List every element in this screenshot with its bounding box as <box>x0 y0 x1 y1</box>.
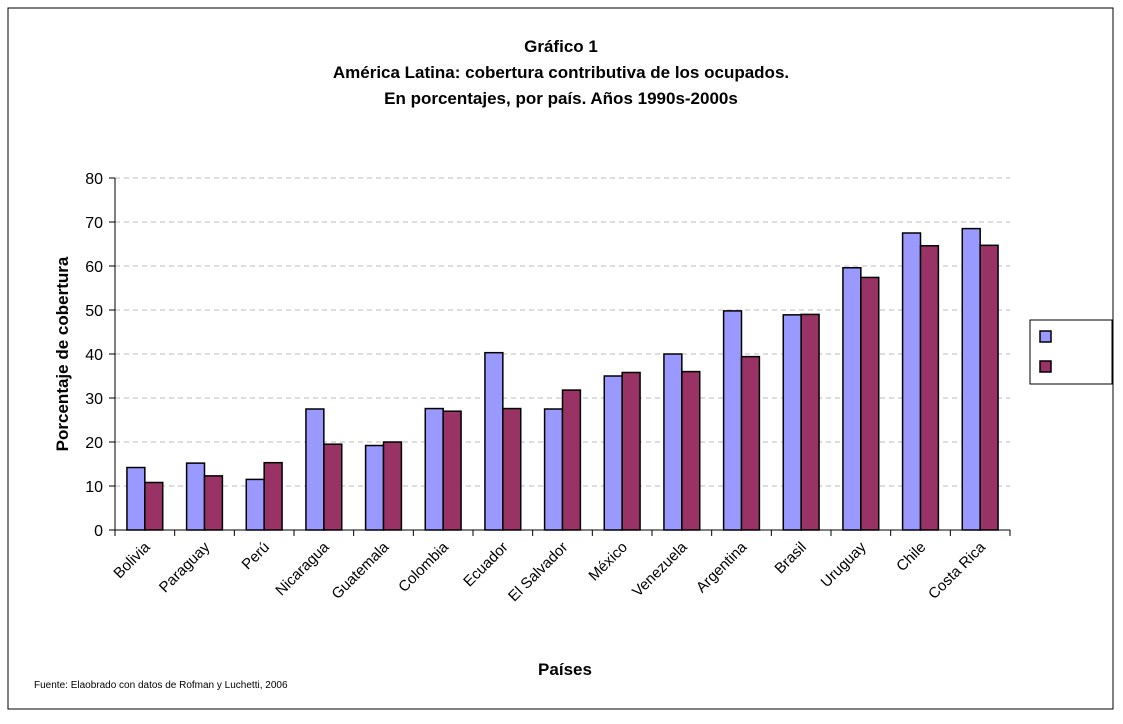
bar <box>860 276 880 531</box>
chart-title: América Latina: cobertura contributiva d… <box>333 63 789 82</box>
bar <box>979 244 999 531</box>
legend-swatch <box>1039 360 1052 373</box>
bar <box>442 410 462 531</box>
y-axis-label: Porcentaje de cobertura <box>53 256 72 451</box>
bar <box>919 245 940 531</box>
legend <box>1029 319 1113 385</box>
y-tick-label: 10 <box>85 479 103 496</box>
bar <box>681 370 701 531</box>
bar <box>543 408 564 531</box>
bar <box>603 375 623 531</box>
x-axis-label: Países <box>538 660 592 679</box>
bar <box>740 355 761 531</box>
y-tick-label: 60 <box>85 259 103 276</box>
bar <box>185 462 206 531</box>
bar <box>782 314 802 531</box>
y-tick-label: 20 <box>85 435 103 452</box>
bar <box>800 313 820 531</box>
chart-title: En porcentajes, por país. Años 1990s-200… <box>384 89 738 108</box>
y-tick-label: 70 <box>85 215 103 232</box>
bar <box>305 408 325 531</box>
bar <box>901 232 922 531</box>
bar <box>364 444 385 531</box>
y-tick-label: 50 <box>85 303 103 320</box>
bar <box>323 443 343 531</box>
bar <box>502 407 522 531</box>
bar <box>961 227 981 531</box>
bar <box>561 389 582 531</box>
bar <box>203 475 224 531</box>
bar <box>484 351 504 531</box>
y-tick-label: 40 <box>85 347 103 364</box>
bar <box>126 466 146 531</box>
bar <box>842 267 862 531</box>
source-note: Fuente: Elaobrado con datos de Rofman y … <box>34 680 288 691</box>
bar <box>263 461 283 531</box>
legend-swatch <box>1039 330 1052 343</box>
y-tick-label: 80 <box>85 171 103 188</box>
y-tick-label: 30 <box>85 391 103 408</box>
bar <box>722 310 743 531</box>
bar <box>245 478 265 531</box>
bar <box>382 441 403 531</box>
chart-border <box>7 7 1114 710</box>
bar <box>663 353 683 531</box>
bar <box>621 371 641 531</box>
y-tick-label: 0 <box>94 523 103 540</box>
chart-title: Gráfico 1 <box>524 37 598 56</box>
bar <box>144 481 164 531</box>
bar <box>424 407 444 531</box>
